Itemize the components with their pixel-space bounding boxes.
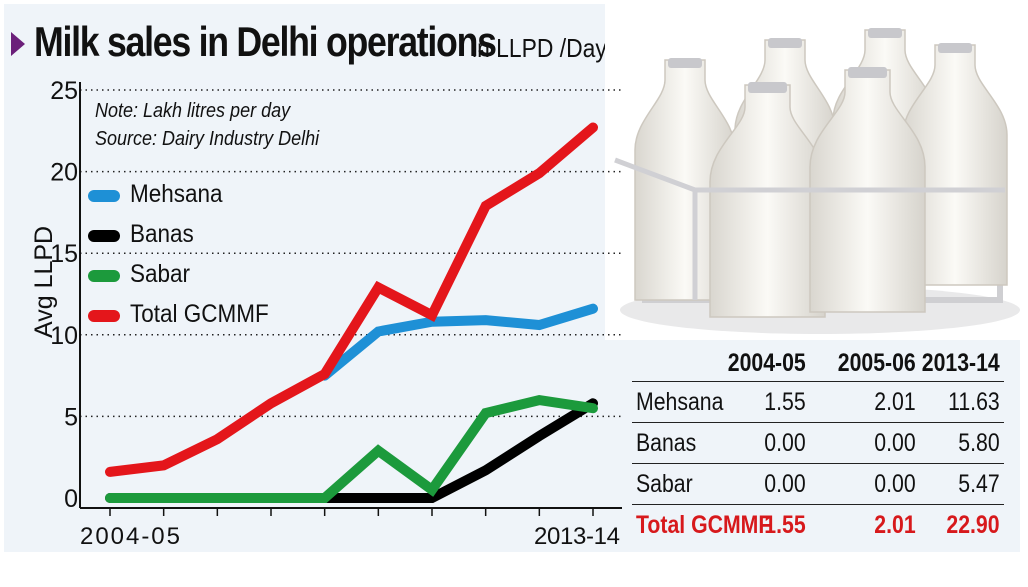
y-tick-label: 0 — [64, 485, 78, 513]
table-row-label: Total GCMMF — [636, 511, 772, 539]
legend-swatch-banas — [88, 230, 120, 242]
table-cell: 0.00 — [764, 429, 806, 457]
y-tick-label: 20 — [50, 159, 78, 187]
table-row: Sabar 0.00 0.00 5.47 — [632, 464, 1004, 505]
table-row: Banas 0.00 0.00 5.80 — [632, 423, 1004, 464]
x-tick-label: 2013-14 — [534, 523, 620, 550]
table-header-cell: 2013-14 — [922, 349, 1000, 377]
legend-swatch-mehsana — [88, 190, 120, 202]
series-line-sabar — [105, 395, 598, 503]
note-text: Note: Lakh litres per day — [95, 100, 291, 122]
table-cell: 1.55 — [764, 388, 806, 416]
table-row-label: Mehsana — [636, 388, 724, 416]
line-chart: 0 5 10 15 20 25 2004-05 2013-14 Avg LLPD — [30, 77, 622, 550]
legend-label-banas: Banas — [130, 220, 194, 248]
legend-label-total-gcmmf: Total GCMMF — [130, 300, 269, 328]
table-cell: 2.01 — [874, 511, 916, 539]
table-cell: 0.00 — [874, 470, 916, 498]
series-line-total-gcmmf — [105, 122, 598, 477]
table-cell: 1.55 — [764, 511, 806, 539]
title-arrow-icon — [11, 32, 25, 56]
table-header-cell: 2004-05 — [728, 349, 806, 377]
y-tick-label: 25 — [50, 77, 78, 105]
table-row-label: Sabar — [636, 470, 693, 498]
legend-swatch-total-gcmmf — [88, 310, 120, 322]
sales-table: 2004-05 2005-06 2013-14 Mehsana 1.55 2.0… — [632, 343, 1004, 545]
table-row: Mehsana 1.55 2.01 11.63 — [632, 382, 1004, 423]
y-tick-label: 15 — [50, 240, 78, 268]
chart-subtitle: in LLPD /Day — [472, 33, 607, 63]
table-header-row: 2004-05 2005-06 2013-14 — [632, 343, 1004, 382]
table-cell: 0.00 — [764, 470, 806, 498]
table-total-row: Total GCMMF 1.55 2.01 22.90 — [632, 505, 1004, 545]
table-cell: 22.90 — [946, 511, 1000, 539]
chart-title: Milk sales in Delhi operations — [34, 18, 497, 65]
milk-bottles-image — [605, 0, 1025, 340]
table-header-cell: 2005-06 — [838, 349, 916, 377]
legend-label-mehsana: Mehsana — [130, 180, 223, 208]
table-cell: 0.00 — [874, 429, 916, 457]
y-axis-label: Avg LLPD — [30, 226, 58, 338]
series-line-mehsana — [319, 303, 598, 381]
table-cell: 11.63 — [948, 388, 1000, 416]
y-tick-label: 10 — [50, 322, 78, 350]
x-tick-label: 2004-05 — [80, 523, 180, 550]
legend-swatch-sabar — [88, 270, 120, 282]
series-line-banas — [105, 398, 598, 503]
table-row-label: Banas — [636, 429, 697, 457]
table-cell: 5.47 — [958, 470, 1000, 498]
source-text: Source: Dairy Industry Delhi — [95, 128, 320, 150]
legend-label-sabar: Sabar — [130, 260, 191, 288]
table-cell: 5.80 — [958, 429, 1000, 457]
y-tick-label: 5 — [64, 403, 78, 431]
table-cell: 2.01 — [874, 388, 916, 416]
